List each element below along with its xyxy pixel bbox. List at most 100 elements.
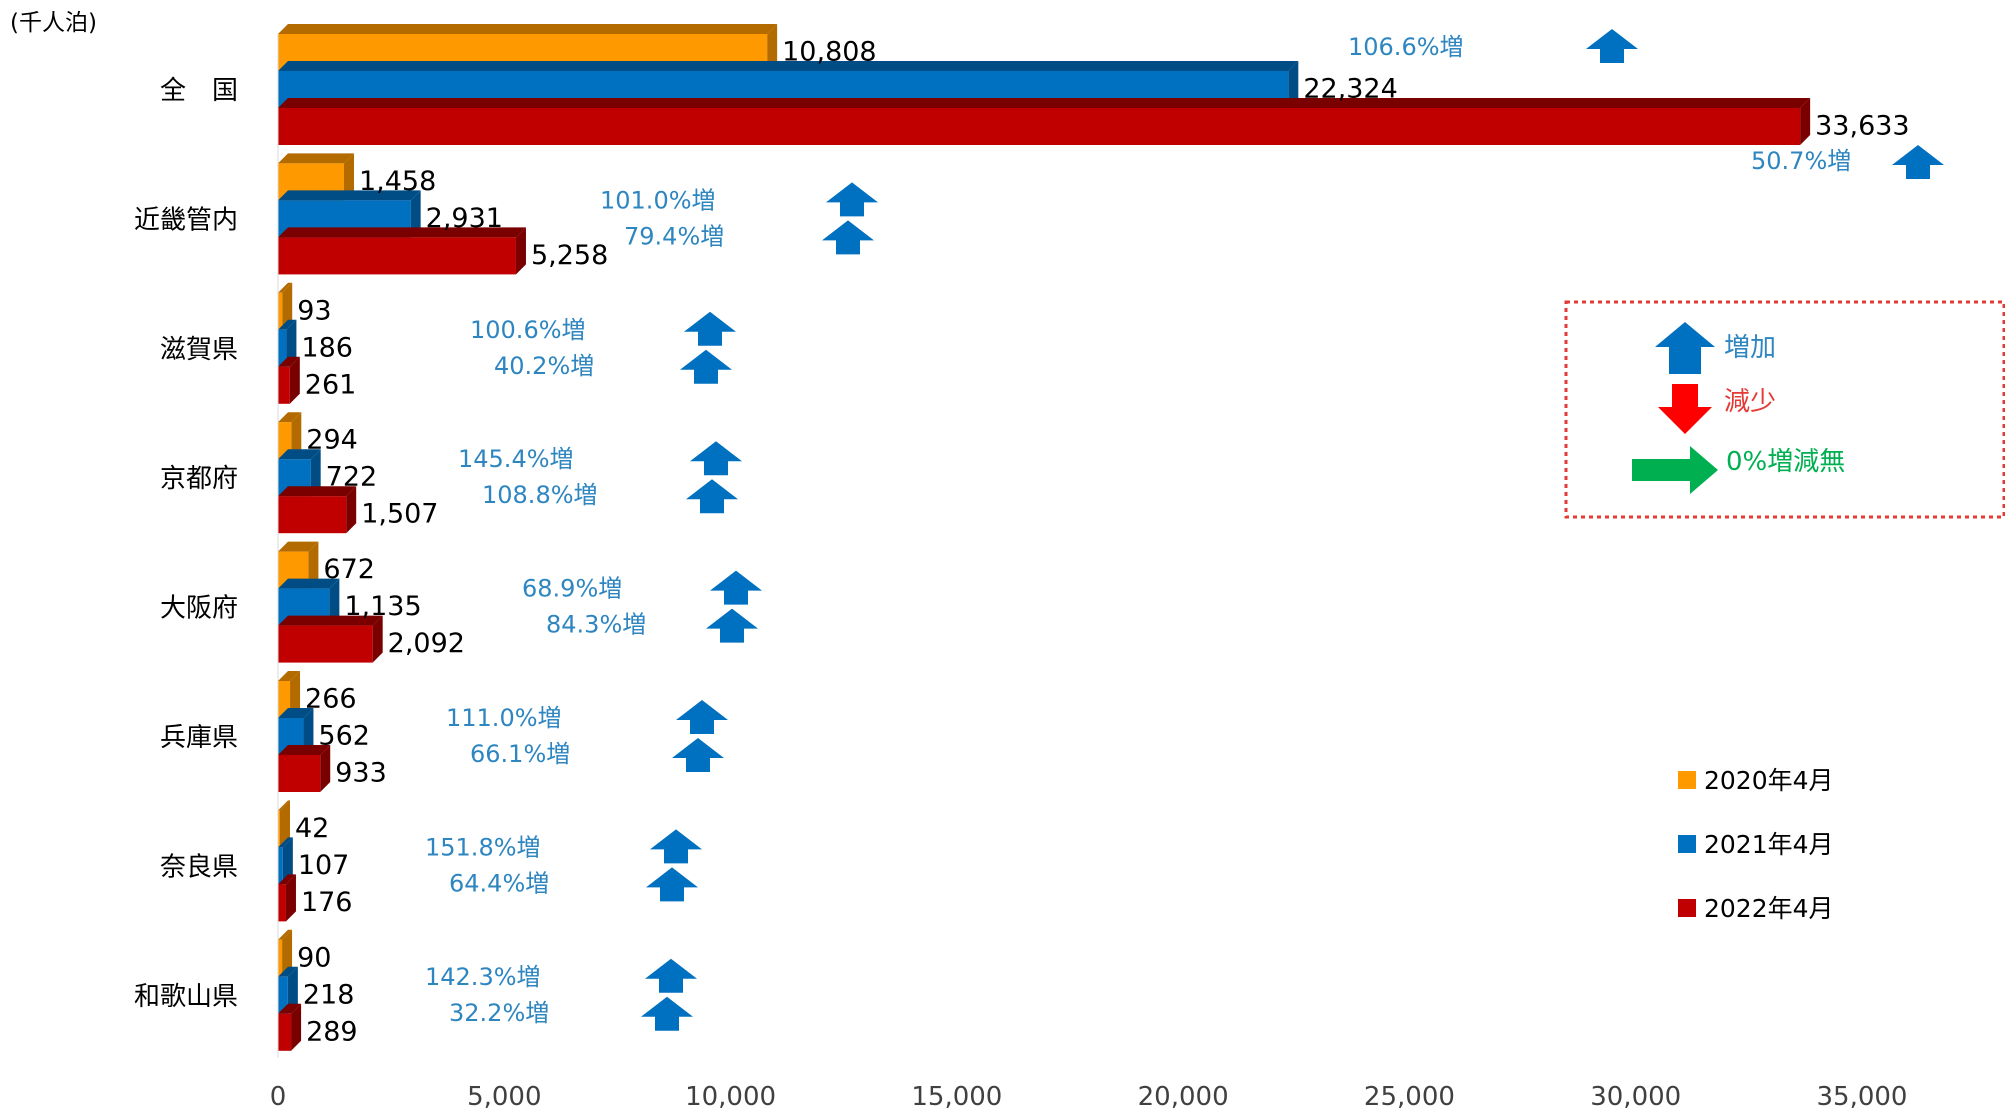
bar xyxy=(278,745,331,792)
key-decrease-label: 減少 xyxy=(1724,387,1776,417)
data-label: 93 xyxy=(297,295,331,326)
category-label: 近畿管内 xyxy=(134,205,238,235)
change-label-2022: 40.2%増 xyxy=(494,352,594,380)
bar-side-face xyxy=(1800,98,1811,145)
category-label: 和歌山県 xyxy=(134,982,238,1012)
change-label-2022: 79.4%増 xyxy=(624,222,724,250)
change-label-2021: 106.6%増 xyxy=(1348,33,1464,61)
bar-top-face xyxy=(278,929,293,940)
bar-top-face xyxy=(278,541,319,552)
bar-front-face xyxy=(278,681,291,718)
legend-swatch xyxy=(1678,899,1696,917)
change-label-2021: 111.0%増 xyxy=(446,704,562,732)
increase-arrow-icon xyxy=(826,182,878,217)
increase-arrow-icon xyxy=(645,958,697,993)
increase-arrow-icon xyxy=(706,608,758,643)
data-label: 266 xyxy=(305,684,357,715)
bar-side-face xyxy=(1288,61,1299,108)
data-label: 1,507 xyxy=(361,499,438,530)
bar-top-face xyxy=(278,800,290,811)
bar-top-face xyxy=(278,578,340,589)
bar-side-face xyxy=(286,319,297,367)
bar xyxy=(278,319,297,367)
x-tick-label: 0 xyxy=(270,1082,287,1111)
bar xyxy=(278,800,290,848)
bar xyxy=(278,356,300,404)
bar-front-face xyxy=(278,329,287,367)
bar-side-face xyxy=(308,541,319,589)
bar-top-face xyxy=(278,837,293,848)
bar-side-face xyxy=(346,486,357,534)
increase-arrow-icon xyxy=(672,738,724,772)
bar-front-face xyxy=(278,625,373,663)
bar-front-face xyxy=(278,108,1801,145)
value-labels-layer: 10,808 22,324 33,633 1,458 2,931 5,258 93 186 26… xyxy=(295,37,1910,1048)
bar-top-face xyxy=(278,966,298,977)
bar-top-face xyxy=(278,356,300,367)
increase-arrow-icon xyxy=(1655,322,1715,374)
change-label-2021: 68.9%増 xyxy=(522,575,622,603)
legend-label: 2022年4月 xyxy=(1704,894,1834,923)
bar-top-face xyxy=(278,615,383,626)
data-label: 90 xyxy=(297,942,331,973)
bar-side-face xyxy=(343,153,354,201)
data-label: 1,458 xyxy=(359,166,436,197)
x-tick-label: 35,000 xyxy=(1817,1082,1908,1111)
category-label: 奈良県 xyxy=(160,852,238,882)
bar xyxy=(278,874,296,922)
change-labels-layer: 106.6%増 50.7%増 101.0%増 79.4%増 100.6%増 40.2%増 1… xyxy=(425,29,1944,1031)
data-label: 672 xyxy=(323,554,375,585)
data-label: 933 xyxy=(335,758,387,789)
change-label-2022: 66.1%増 xyxy=(470,740,570,768)
bar-top-face xyxy=(278,227,526,238)
data-label: 186 xyxy=(301,332,353,363)
data-label: 289 xyxy=(306,1016,358,1047)
bars-layer xyxy=(278,24,1811,1051)
data-label: 33,633 xyxy=(1815,111,1909,142)
bar-side-face xyxy=(287,966,298,1014)
bar xyxy=(278,966,298,1014)
increase-arrow-icon xyxy=(676,700,728,734)
bar-front-face xyxy=(278,847,283,885)
x-tick-label: 15,000 xyxy=(911,1082,1002,1111)
increase-arrow-icon xyxy=(650,829,702,864)
bar-top-face xyxy=(278,1003,302,1014)
data-label: 1,135 xyxy=(344,591,421,622)
bar-side-face xyxy=(290,671,301,718)
bar-side-face xyxy=(410,190,421,238)
increase-arrow-icon xyxy=(1586,29,1638,63)
bar-front-face xyxy=(278,496,347,534)
key-increase-label: 増加 xyxy=(1724,333,1776,363)
bar-front-face xyxy=(278,1013,292,1051)
increase-arrow-icon xyxy=(684,311,736,346)
data-label: 2,931 xyxy=(426,203,503,234)
bar-top-face xyxy=(278,745,331,755)
change-label-2022: 84.3%増 xyxy=(546,611,646,639)
x-tick-label: 10,000 xyxy=(685,1082,776,1111)
bar-side-face xyxy=(289,356,300,404)
data-label: 722 xyxy=(326,462,378,493)
change-label-2021: 100.6%増 xyxy=(470,316,586,344)
data-label: 5,258 xyxy=(531,240,608,271)
increase-arrow-icon xyxy=(646,867,698,902)
bar-top-face xyxy=(278,61,1299,71)
bar-top-face xyxy=(278,153,354,164)
bar xyxy=(278,486,357,534)
data-label: 107 xyxy=(298,850,350,881)
x-tick-label: 25,000 xyxy=(1364,1082,1455,1111)
bar-top-face xyxy=(278,190,421,201)
x-tick-label: 5,000 xyxy=(467,1082,541,1111)
data-label: 42 xyxy=(295,813,329,844)
change-label-2022: 64.4%増 xyxy=(449,869,549,897)
category-label: 滋賀県 xyxy=(160,335,238,365)
data-label: 176 xyxy=(301,887,353,918)
bar-side-face xyxy=(280,800,290,848)
x-tick-label: 20,000 xyxy=(1138,1082,1229,1111)
category-label: 全 国 xyxy=(160,76,238,106)
arrow-key-border xyxy=(1564,300,2005,519)
increase-arrow-icon xyxy=(710,570,762,605)
bar-side-face xyxy=(372,615,383,663)
x-axis: 0 5,000 10,000 15,000 20,000 25,000 30,000 35,0… xyxy=(270,34,1908,1111)
